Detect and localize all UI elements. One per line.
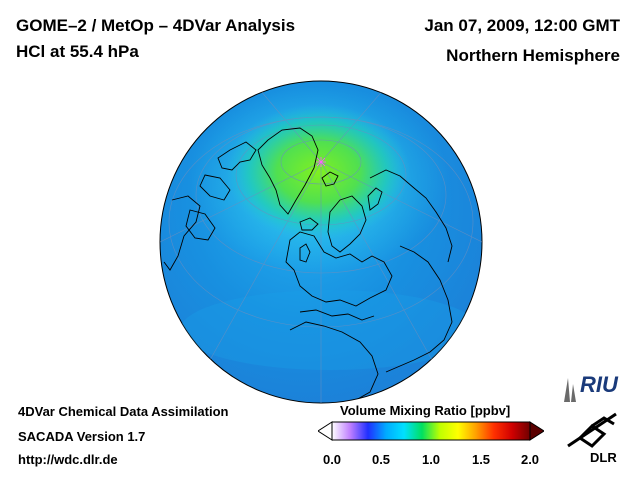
colorbar-left-arrow — [318, 421, 333, 441]
graticule — [160, 87, 482, 403]
iceland-coast — [299, 217, 319, 231]
colorbar-tick-3: 1.5 — [471, 452, 491, 467]
colorbar-body — [331, 421, 531, 441]
hcl-high-region — [226, 104, 410, 240]
colorbar — [318, 421, 544, 441]
europe-coast — [285, 231, 393, 307]
dlr-logo-text: DLR — [590, 450, 617, 465]
footer-line-1: 4DVar Chemical Data Assimilation — [18, 404, 229, 419]
date-label: Jan 07, 2009, 12:00 GMT — [424, 16, 620, 35]
africa-coast — [289, 321, 379, 401]
north-pole-marker — [316, 157, 326, 167]
arctic-canada-coast — [185, 141, 257, 241]
title-line-1: GOME–2 / MetOp – 4DVar Analysis — [16, 16, 296, 35]
colorbar-right-arrow — [529, 421, 544, 441]
scandinavia-coast — [327, 195, 367, 253]
siberia-coast — [369, 169, 453, 263]
colorbar-title: Volume Mixing Ratio [ppbv] — [340, 403, 511, 418]
novaya-zemlya-coast — [367, 187, 383, 211]
north-america-coast — [163, 195, 201, 271]
footer-line-2: SACADA Version 1.7 — [18, 429, 146, 444]
colorbar-tick-1: 0.5 — [371, 452, 391, 467]
footer-url: http://wdc.dlr.de — [18, 452, 118, 467]
lower-band — [180, 290, 480, 370]
colorbar-tick-4: 2.0 — [520, 452, 540, 467]
riu-logo-text: RIU — [580, 372, 618, 397]
greenland-coast — [257, 127, 319, 215]
mediterranean-coast — [299, 309, 375, 321]
riu-logo-icon — [564, 378, 576, 402]
region-label: Northern Hemisphere — [446, 46, 620, 65]
svalbard-coast — [321, 171, 339, 187]
coastlines — [163, 127, 453, 401]
title-line-2: HCl at 55.4 hPa — [16, 42, 139, 61]
british-isles-coast — [299, 243, 311, 263]
dlr-logo-icon — [567, 412, 617, 448]
colorbar-tick-0: 0.0 — [322, 452, 342, 467]
asia-coast — [385, 245, 453, 373]
colorbar-tick-2: 1.0 — [421, 452, 441, 467]
